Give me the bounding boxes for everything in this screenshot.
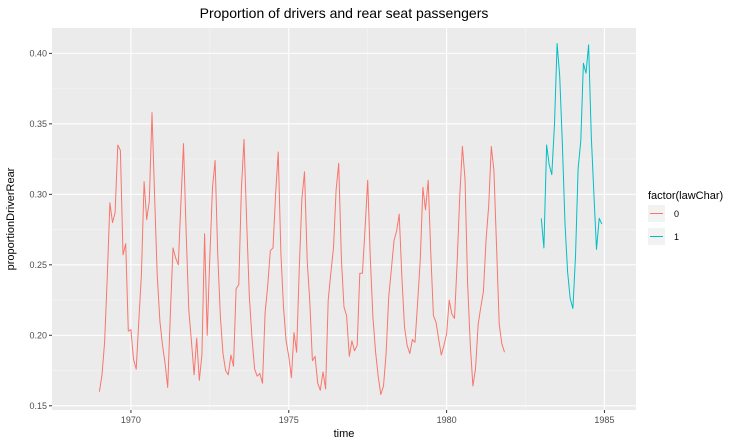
chart-title: Proportion of drivers and rear seat pass…	[200, 5, 489, 21]
plot-panel	[52, 28, 636, 410]
y-tick-label: 0.40	[29, 48, 47, 58]
x-tick-label: 1980	[437, 415, 457, 425]
y-tick-label: 0.30	[29, 189, 47, 199]
x-tick-label: 1975	[279, 415, 299, 425]
series-lines	[98, 43, 603, 395]
y-tick-label: 0.15	[29, 401, 47, 411]
legend-label-1: 1	[674, 232, 679, 242]
x-axis: 1970 1975 1980 1985	[121, 410, 614, 425]
y-tick-label: 0.35	[29, 119, 47, 129]
y-tick-label: 0.25	[29, 260, 47, 270]
legend-title: factor(lawChar)	[648, 190, 723, 202]
y-tick-label: 0.20	[29, 330, 47, 340]
legend-label-0: 0	[674, 209, 679, 219]
series-line-1	[540, 43, 603, 309]
y-axis-title: proportionDriverRear	[5, 167, 17, 270]
legend: factor(lawChar) 0 1	[648, 190, 723, 245]
x-tick-label: 1970	[121, 415, 141, 425]
y-axis: 0.15 0.20 0.25 0.30 0.35 0.40	[29, 48, 52, 411]
x-axis-title: time	[334, 428, 355, 440]
series-line-0	[98, 112, 505, 395]
major-gridlines	[52, 28, 636, 410]
x-tick-label: 1985	[594, 415, 614, 425]
